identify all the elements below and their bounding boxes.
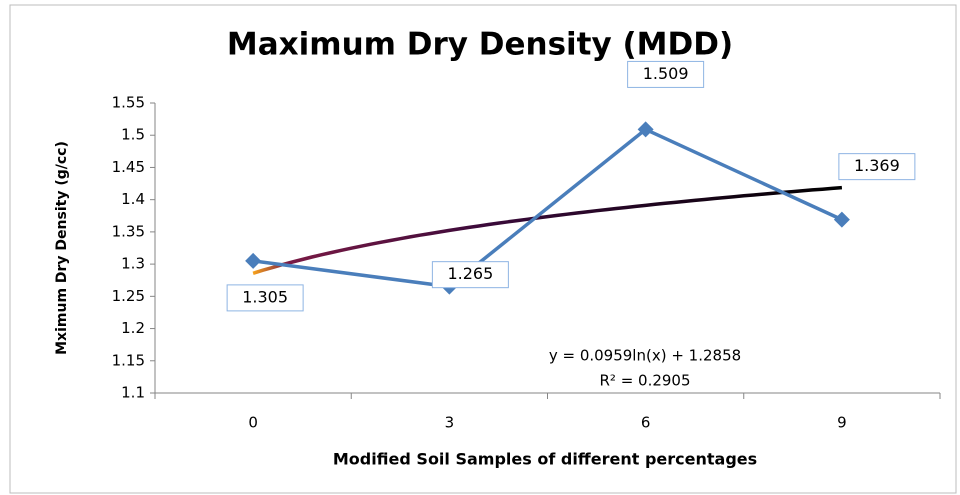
marker — [833, 211, 850, 228]
chart-border — [9, 4, 957, 494]
y-axis-label: Mximum Dry Density (g/cc) — [54, 141, 70, 355]
x-tick-label: 3 — [445, 414, 455, 432]
x-axis-label: Modified Soil Samples of different perce… — [333, 450, 757, 469]
y-tick-label: 1.1 — [121, 384, 145, 402]
marker — [245, 252, 262, 269]
data-label: 1.369 — [854, 156, 900, 175]
x-tick-label: 6 — [641, 414, 651, 432]
trendline — [252, 185, 843, 275]
y-tick-label: 1.25 — [112, 287, 145, 305]
trendline-r2: R² = 0.2905 — [599, 372, 690, 390]
y-tick-label: 1.45 — [112, 158, 145, 176]
data-label: 1.509 — [643, 64, 689, 83]
y-tick-label: 1.4 — [121, 190, 145, 208]
data-label-box — [838, 153, 916, 181]
y-tick-label: 1.35 — [112, 222, 145, 240]
y-tick-label: 1.2 — [121, 319, 145, 337]
y-tick-label: 1.3 — [121, 255, 145, 273]
data-label: 1.305 — [242, 287, 288, 306]
data-label-box — [627, 60, 705, 88]
x-tick-label: 0 — [248, 414, 258, 432]
series-line — [252, 127, 843, 289]
y-tick-label: 1.15 — [112, 351, 145, 369]
trendline-equation: y = 0.0959ln(x) + 1.2858 — [549, 347, 741, 365]
x-tick-label: 9 — [837, 414, 847, 432]
data-label-box — [431, 261, 509, 289]
y-tick-label: 1.55 — [112, 94, 145, 112]
y-tick-label: 1.5 — [121, 126, 145, 144]
data-label: 1.265 — [447, 264, 493, 283]
chart-title: Maximum Dry Density (MDD) — [227, 27, 733, 63]
data-label-box — [226, 284, 304, 312]
marker — [637, 121, 654, 138]
